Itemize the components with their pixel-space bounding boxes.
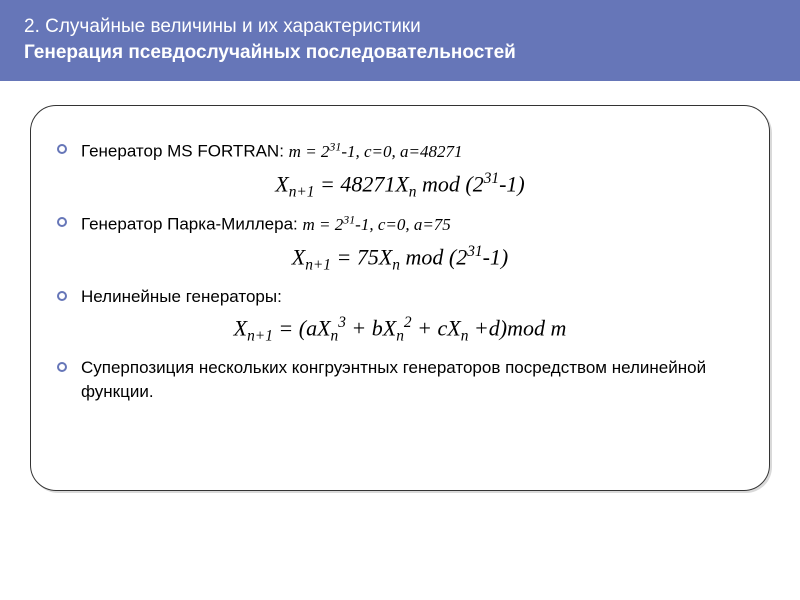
header-line-2: Генерация псевдослучайных последовательн… — [24, 40, 776, 66]
ring-bullet-icon — [57, 217, 67, 227]
bullet-params: m = 231-1, c=0, a=75 — [303, 215, 451, 234]
content-frame: Генератор MS FORTRAN: m = 231-1, c=0, a=… — [30, 105, 770, 490]
header-line-1: 2. Случайные величины и их характеристик… — [24, 14, 776, 40]
ring-bullet-icon — [57, 144, 67, 154]
slide-header: 2. Случайные величины и их характеристик… — [0, 0, 800, 81]
bullet-label: Генератор MS FORTRAN: — [81, 142, 284, 161]
bullet-label: Нелинейные генераторы: — [81, 287, 282, 306]
bullet-label: Генератор Парка-Миллера: — [81, 215, 298, 234]
bullet-text: Генератор Парка-Миллера: m = 231-1, c=0,… — [81, 211, 743, 236]
bullet-item-fortran: Генератор MS FORTRAN: m = 231-1, c=0, a=… — [57, 138, 743, 163]
bullet-item-nonlinear: Нелинейные генераторы: — [57, 285, 743, 309]
bullet-item-park-miller: Генератор Парка-Миллера: m = 231-1, c=0,… — [57, 211, 743, 236]
bullet-text: Нелинейные генераторы: — [81, 285, 743, 309]
formula-park-miller: Xn+1 = 75Xn mod (231-1) — [57, 243, 743, 275]
bullet-params: m = 231-1, c=0, a=48271 — [289, 142, 463, 161]
bullet-text: Генератор MS FORTRAN: m = 231-1, c=0, a=… — [81, 138, 743, 163]
ring-bullet-icon — [57, 291, 67, 301]
formula-fortran: Xn+1 = 48271Xn mod (231-1) — [57, 170, 743, 202]
bullet-label: Суперпозиция нескольких конгруэнтных ген… — [81, 358, 706, 401]
bullet-item-superposition: Суперпозиция нескольких конгруэнтных ген… — [57, 356, 743, 404]
formula-nonlinear: Xn+1 = (aXn3 + bXn2 + cXn +d)mod m — [57, 314, 743, 346]
bullet-text: Суперпозиция нескольких конгруэнтных ген… — [81, 356, 743, 404]
ring-bullet-icon — [57, 362, 67, 372]
